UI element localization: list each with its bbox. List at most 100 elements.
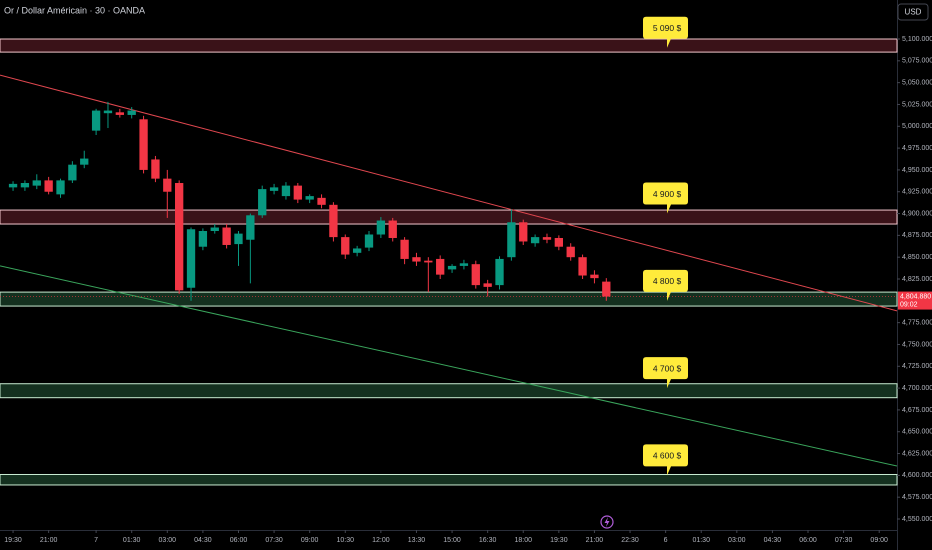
y-tick-label: 4,975.000 (902, 145, 932, 152)
candle-body (590, 274, 599, 279)
candle-body (44, 180, 53, 192)
x-tick-label: 13:30 (408, 537, 426, 544)
candle-body (151, 159, 160, 179)
candle-body (364, 234, 374, 248)
candle-body (20, 183, 30, 188)
candle-body (305, 196, 314, 200)
x-tick-label: 03:00 (728, 537, 746, 544)
y-tick-label: 4,750.000 (902, 341, 932, 348)
alert-icon[interactable] (600, 515, 614, 529)
y-tick-label: 5,025.000 (902, 101, 932, 108)
candle-body (198, 231, 208, 247)
zone (0, 383, 898, 399)
x-tick-label: 10:30 (337, 537, 355, 544)
candle-body (281, 185, 291, 197)
x-tick-label: 15:00 (443, 537, 461, 544)
currency-label[interactable]: USD (905, 8, 922, 17)
candle-body (115, 112, 124, 115)
candle-body (459, 263, 469, 266)
x-tick-label: 21:00 (586, 537, 604, 544)
candle-body (222, 227, 231, 245)
x-tick-label: 19:30 (550, 537, 568, 544)
x-tick-label: 7 (94, 537, 98, 544)
candle-body (554, 237, 563, 247)
x-tick-label: 09:00 (870, 537, 888, 544)
y-tick-label: 5,100.000 (902, 36, 932, 43)
y-tick-label: 4,825.000 (902, 276, 932, 283)
candle-body (293, 185, 302, 200)
candle-body (56, 180, 65, 195)
candle-body (175, 183, 184, 291)
trendline (0, 74, 898, 312)
candle-body (447, 265, 457, 270)
plot-area (0, 38, 898, 486)
candle-body (269, 187, 279, 191)
candle-body (91, 110, 101, 131)
candle-body (80, 158, 89, 165)
y-tick-label: 4,725.000 (902, 363, 932, 370)
candle-body (507, 222, 516, 258)
candle-body (246, 215, 255, 240)
currency-button[interactable] (897, 3, 929, 21)
alert-icon-bolt[interactable] (604, 517, 610, 527)
candle-body (341, 237, 350, 255)
y-tick-label: 5,050.000 (902, 79, 932, 86)
y-tick-label: 4,600.000 (902, 472, 932, 479)
y-tick-label: 4,775.000 (902, 319, 932, 326)
y-tick-label: 4,550.000 (902, 516, 932, 523)
y-tick-label: 4,850.000 (902, 254, 932, 261)
x-tick-label: 06:00 (799, 537, 817, 544)
trendline (0, 265, 898, 467)
candle-body (602, 281, 611, 297)
y-tick-label: 5,075.000 (902, 58, 932, 65)
callout (643, 182, 688, 214)
last-price-label: 4,804.880 (900, 293, 931, 300)
candle-body (566, 246, 575, 258)
y-tick-label: 5,000.000 (902, 123, 932, 130)
candle-body (68, 164, 77, 181)
candle-body (519, 222, 528, 242)
y-tick-label: 4,675.000 (902, 407, 932, 414)
candle-body (542, 237, 552, 240)
x-tick-label: 03:00 (159, 537, 177, 544)
candle-body (32, 180, 41, 186)
chart-title: Or / Dollar Américain · 30 · OANDA (4, 5, 145, 15)
zone (0, 473, 898, 486)
zone (0, 291, 898, 307)
callout-label: 4 600 $ (653, 451, 682, 461)
candle-body (388, 220, 397, 238)
y-tick-label: 4,900.000 (902, 210, 932, 217)
x-tick-label: 07:30 (835, 537, 853, 544)
candle-body (495, 258, 504, 286)
callout (643, 16, 688, 48)
y-tick-label: 4,875.000 (902, 232, 932, 239)
callout (643, 269, 688, 301)
candle-body (436, 258, 445, 275)
x-tick-label: 6 (664, 537, 668, 544)
candle-body (352, 248, 362, 253)
candle-body (103, 110, 113, 114)
x-tick-label: 01:30 (692, 537, 710, 544)
y-tick-label: 4,575.000 (902, 494, 932, 501)
x-tick-label: 06:00 (230, 537, 248, 544)
last-price-box (898, 291, 932, 310)
x-tick-label: 12:00 (372, 537, 390, 544)
candle-body (530, 237, 540, 244)
zone (0, 38, 898, 53)
y-tick-label: 4,700.000 (902, 385, 932, 392)
x-tick-label: 04:30 (194, 537, 212, 544)
candle-body (258, 189, 267, 216)
candle-body (412, 257, 421, 262)
candle-body (317, 197, 326, 205)
callout (643, 444, 688, 476)
candle-body (127, 110, 136, 115)
candle-body (483, 283, 492, 287)
x-tick-label: 01:30 (123, 537, 141, 544)
callout-label: 5 090 $ (653, 23, 682, 33)
x-tick-label: 07:30 (265, 537, 283, 544)
y-tick-label: 4,925.000 (902, 189, 932, 196)
alert-icon-ring[interactable] (600, 515, 614, 529)
candle-body (400, 239, 409, 259)
candle-body (578, 257, 587, 276)
candle-body (376, 220, 386, 235)
